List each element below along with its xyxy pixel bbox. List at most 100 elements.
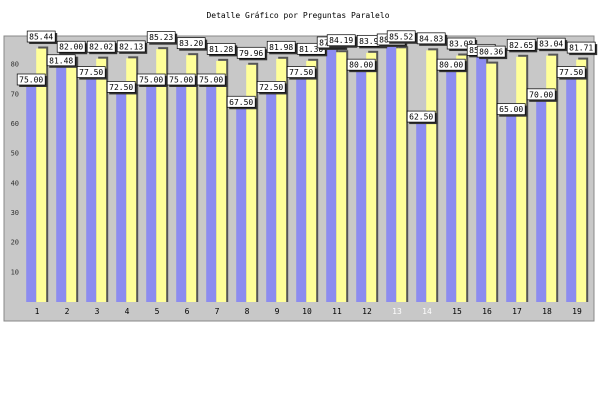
data-label-box (346, 58, 376, 71)
bar-series-a (416, 116, 427, 302)
data-label-series-a: 77.50 (289, 68, 313, 77)
bar-series-b (306, 60, 317, 303)
data-label-series-b: 82.65 (509, 41, 533, 50)
y-tick-labels: 10 20 30 40 50 60 70 80 (11, 61, 19, 277)
bar-series-b (186, 55, 197, 302)
bar-series-a (326, 42, 337, 303)
bar-series-a (116, 86, 127, 303)
data-label-box (526, 88, 556, 101)
bar-series-b (126, 58, 137, 302)
category-label: 7 (215, 307, 220, 316)
data-label-series-b: 81.98 (269, 43, 293, 52)
data-label-series-a: 77.50 (559, 68, 583, 77)
data-label-series-b: 84.83 (419, 34, 443, 43)
data-label-box (556, 66, 586, 78)
data-label-box (56, 40, 86, 53)
data-label-series-a: 75.00 (199, 76, 223, 85)
category-label: 11 (332, 307, 342, 316)
data-label-series-a: 77.50 (79, 68, 103, 77)
data-label-box (436, 58, 466, 71)
data-label-box (266, 40, 296, 53)
data-label-series-b: 83.04 (539, 40, 563, 49)
bar-series-b (546, 55, 557, 303)
y-tick-label: 70 (11, 90, 19, 98)
data-label-box (406, 110, 436, 123)
category-label: 15 (452, 307, 462, 316)
data-label-box (196, 73, 226, 86)
bar-series-b (486, 63, 497, 303)
data-label-series-b: 83.08 (449, 40, 473, 49)
data-label-box (146, 31, 176, 44)
category-label: 19 (572, 307, 582, 316)
data-label-box (26, 30, 56, 43)
bar-series-b (276, 58, 287, 303)
bar-series-a (56, 60, 67, 302)
category-label: 17 (512, 307, 522, 316)
data-label-box (236, 46, 266, 59)
data-label-box (496, 103, 526, 116)
data-label-box (386, 30, 416, 43)
bar-series-a (86, 72, 97, 302)
data-label-series-a: 80.00 (439, 61, 463, 70)
category-label: 13 (392, 307, 402, 316)
category-label: 14 (422, 307, 432, 316)
data-label-series-a: 72.50 (109, 83, 133, 92)
data-label-box (16, 73, 46, 86)
chart-title: Detalle Gráfico por Preguntas Paralelo (206, 11, 389, 20)
data-label-box (566, 41, 596, 54)
data-label-series-b: 83.99 (359, 37, 383, 46)
category-label: 8 (245, 307, 250, 316)
data-label-series-a: 72.50 (259, 83, 283, 92)
data-label-box (136, 73, 166, 86)
data-label-box (416, 32, 446, 45)
data-label-series-a: 75.00 (139, 76, 163, 85)
data-label-series-b: 82.13 (119, 42, 143, 51)
data-label-box (506, 38, 536, 51)
bar-series-a (296, 72, 307, 302)
bar-series-a (386, 39, 397, 302)
data-label-box (476, 45, 506, 58)
data-label-series-b: 82.00 (59, 43, 83, 52)
bar-series-b (516, 56, 527, 303)
bar-series-a (476, 49, 487, 303)
data-label-series-b: 85.44 (29, 33, 53, 42)
category-label: 5 (155, 307, 160, 316)
data-label-series-a: 65.00 (499, 105, 523, 114)
bar-series-a (506, 109, 517, 303)
data-labels: 75.00 85.44 81.48 82.00 77.50 82.02 72.50 82.13… (16, 30, 598, 125)
data-label-box (176, 37, 206, 50)
data-label-box (76, 66, 106, 78)
data-label-box (166, 73, 196, 86)
category-label: 18 (542, 307, 552, 316)
data-label-series-a: 81.48 (49, 56, 73, 65)
data-label-series-b: 81.30 (299, 45, 323, 54)
data-label-box (326, 34, 356, 47)
bar-series-b (396, 48, 407, 303)
bar-series-b (576, 59, 587, 303)
data-label-box (226, 95, 256, 108)
bar-series-b (456, 55, 467, 303)
y-tick-label: 60 (11, 120, 19, 128)
bar-series-a (26, 79, 37, 302)
category-labels: 1 2 3 4 5 6 7 8 9 10 11 12 13 14 15 16 17 18 19 (35, 307, 582, 316)
data-label-series-a: 62.50 (409, 113, 433, 122)
data-label-box (86, 40, 116, 53)
bar-series-a (536, 94, 547, 302)
data-label-box (286, 66, 316, 78)
data-label-series-a: 75.00 (169, 76, 193, 85)
y-tick-label: 30 (11, 209, 19, 217)
data-label-box (116, 40, 146, 53)
data-label-box (46, 54, 76, 67)
bar-series-b (246, 64, 257, 302)
bar-series-b (336, 52, 347, 303)
bar-series-a (206, 79, 217, 302)
bar-series-a (566, 72, 577, 302)
category-label: 3 (95, 307, 100, 316)
data-label-series-a: 70.00 (529, 90, 553, 99)
category-label: 6 (185, 307, 190, 316)
category-label: 4 (125, 307, 130, 316)
bar-series-b (366, 52, 377, 302)
data-label-series-b: 83.20 (179, 39, 203, 48)
bar-series-a (356, 64, 367, 303)
